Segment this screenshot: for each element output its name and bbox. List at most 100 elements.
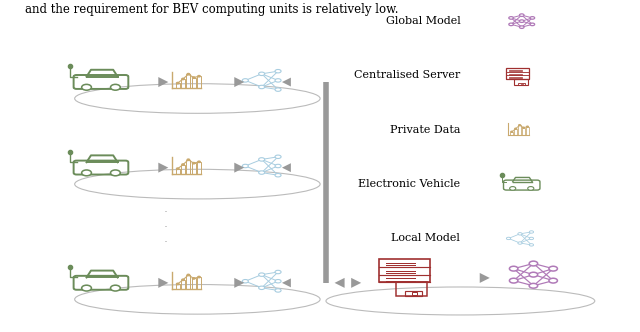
Text: Private Data: Private Data [390,125,460,135]
Circle shape [182,279,184,281]
Bar [526,127,529,135]
Text: Global Model: Global Model [386,16,460,26]
Text: and the requirement for BEV computing units is relatively low.: and the requirement for BEV computing un… [25,3,399,16]
Circle shape [275,174,281,177]
Circle shape [529,244,534,246]
Circle shape [275,155,281,158]
Circle shape [529,231,534,233]
Circle shape [187,159,189,160]
Circle shape [275,164,281,168]
Circle shape [523,127,524,128]
Ellipse shape [528,187,534,190]
Circle shape [193,278,195,279]
Circle shape [520,14,524,17]
Circle shape [198,161,200,162]
Circle shape [193,162,195,164]
Bar [521,84,523,85]
Ellipse shape [111,285,120,291]
Circle shape [529,237,534,240]
Bar [192,279,196,289]
Circle shape [275,270,281,274]
Circle shape [506,237,511,240]
Circle shape [259,273,265,276]
Bar [514,79,528,85]
Circle shape [520,20,524,23]
Bar [197,162,201,174]
Bar [181,165,185,174]
Circle shape [518,125,520,126]
Bar [186,160,190,174]
Bar [380,259,430,282]
Circle shape [530,17,534,19]
Bar [176,169,180,174]
Bar [197,76,201,88]
Ellipse shape [509,187,516,190]
Bar [192,163,196,174]
Circle shape [177,168,179,169]
Circle shape [515,128,516,129]
Bar [181,79,185,88]
Text: Local Model: Local Model [392,233,460,243]
Circle shape [275,280,281,283]
Circle shape [243,280,248,283]
Circle shape [259,171,265,174]
Circle shape [275,79,281,82]
Circle shape [177,283,179,285]
Circle shape [198,75,200,77]
Circle shape [243,79,248,82]
Circle shape [509,23,513,26]
Ellipse shape [82,285,92,291]
Circle shape [527,126,529,127]
Bar [176,83,180,88]
Circle shape [193,77,195,78]
Circle shape [259,85,265,89]
Circle shape [259,72,265,75]
Text: Centralised Server: Centralised Server [354,70,460,80]
Circle shape [529,284,538,288]
Circle shape [529,272,538,277]
Bar [176,284,180,289]
Circle shape [530,23,534,26]
Circle shape [187,73,189,75]
Circle shape [518,242,522,244]
Circle shape [509,278,518,283]
Circle shape [529,261,538,266]
Circle shape [549,278,557,283]
Bar [186,74,190,88]
Bar [522,128,525,135]
Bar [510,132,513,135]
Circle shape [259,158,265,161]
Text: .
.
.: . . . [163,202,167,245]
Circle shape [275,88,281,91]
Circle shape [549,266,557,271]
Circle shape [182,78,184,80]
Bar [181,280,185,289]
Bar [518,83,525,85]
Circle shape [518,233,522,235]
Ellipse shape [82,170,92,176]
Circle shape [520,26,524,29]
Circle shape [509,17,513,19]
Circle shape [275,289,281,292]
Ellipse shape [111,84,120,90]
Circle shape [511,131,513,132]
Circle shape [177,82,179,84]
Bar [506,68,529,79]
Bar [396,282,427,296]
Circle shape [275,69,281,73]
Circle shape [509,266,518,271]
Bar [405,291,422,296]
Circle shape [243,164,248,168]
Bar [197,277,201,289]
Bar [186,275,190,289]
Bar [518,125,521,135]
Circle shape [198,276,200,278]
Circle shape [182,164,184,165]
Circle shape [259,286,265,290]
Ellipse shape [82,84,92,90]
Bar [514,129,517,135]
Circle shape [187,274,189,276]
Ellipse shape [111,170,120,176]
Bar [192,78,196,88]
Bar [412,292,417,295]
